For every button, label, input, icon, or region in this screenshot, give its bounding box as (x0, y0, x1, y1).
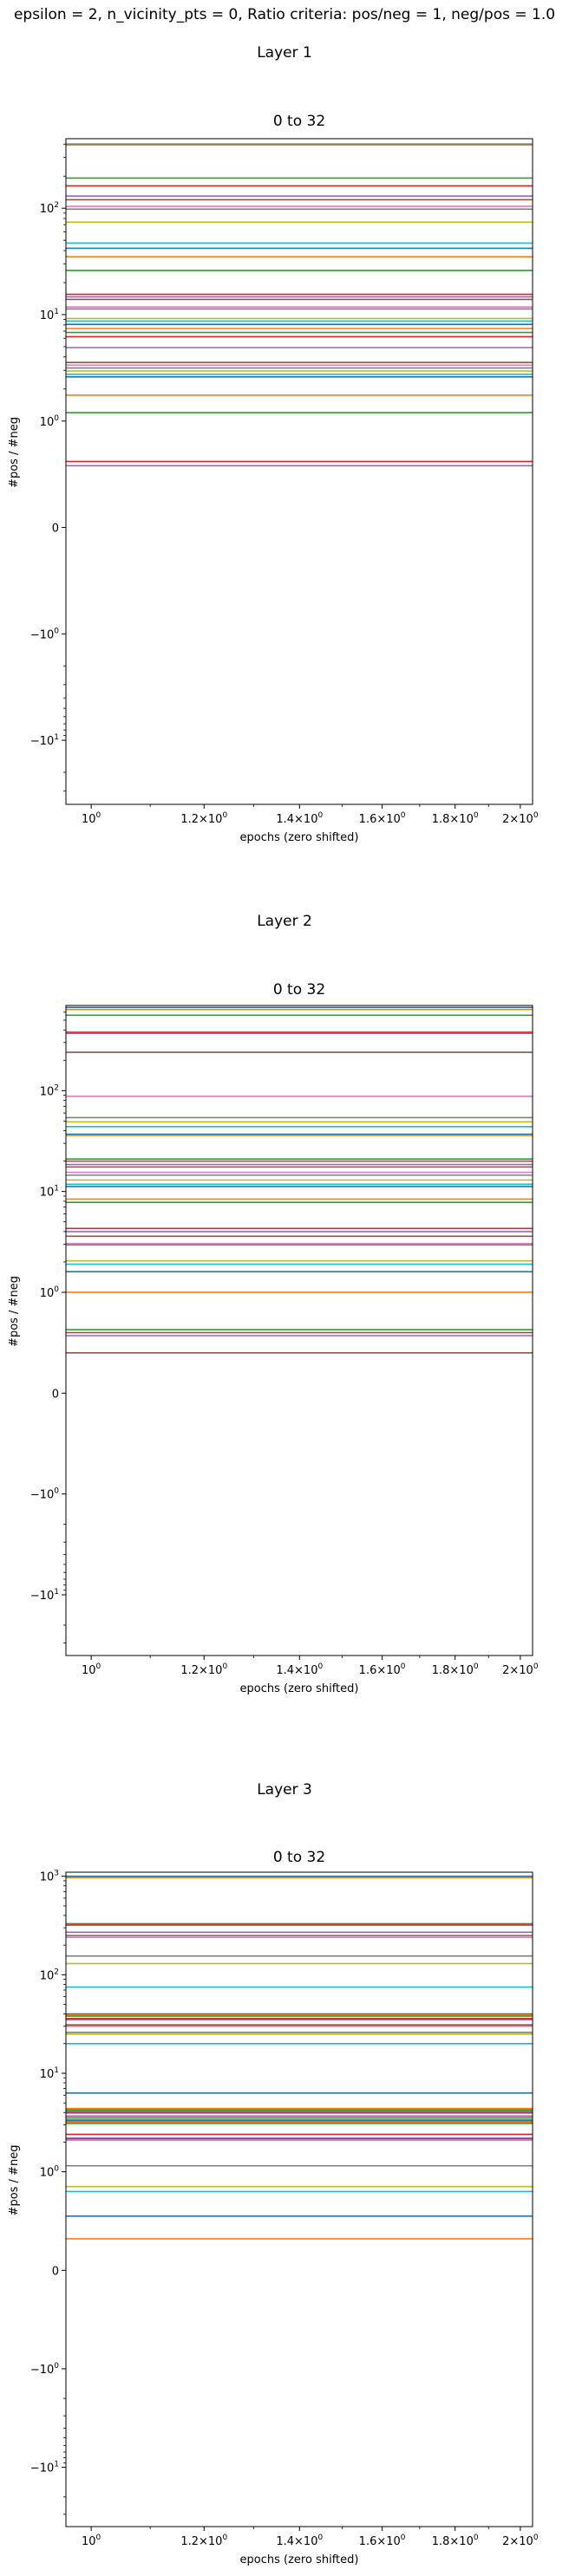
y-tick-label: 102 (40, 1968, 59, 1982)
x-tick-label: 100 (82, 1662, 101, 1677)
y-tick-label: 101 (40, 2066, 59, 2081)
y-tick-label: 0 (52, 1388, 59, 1401)
y-tick-label: 103 (40, 1870, 59, 1884)
x-tick-label: 1.8×100 (432, 2534, 479, 2548)
x-tick-label: 100 (82, 811, 101, 826)
figure-suptitle: epsilon = 2, n_vicinity_pts = 0, Ratio c… (14, 6, 555, 23)
x-tick-label: 1.8×100 (432, 1662, 479, 1677)
x-tick-label: 1.6×100 (359, 2534, 406, 2548)
series-lines (66, 1006, 533, 1354)
x-tick-label: 1.4×100 (276, 811, 323, 826)
y-tick-label: 101 (40, 1185, 59, 1200)
y-tick-label: 0 (52, 523, 59, 536)
x-axis-label: epochs (zero shifted) (240, 831, 359, 844)
layer-title: Layer 3 (257, 1781, 312, 1799)
x-tick-label: 1.2×100 (180, 811, 227, 826)
y-tick-label: −101 (30, 2461, 59, 2475)
y-tick-label: −100 (30, 1487, 59, 1502)
layer-title: Layer 2 (257, 913, 312, 930)
y-axis-label: #pos / #neg (8, 1276, 21, 1347)
x-tick-label: 1.2×100 (180, 2534, 227, 2548)
y-tick-label: 0 (52, 2265, 59, 2278)
axes-title: 0 to 32 (273, 113, 325, 130)
y-tick-label: 101 (40, 308, 59, 322)
series-lines (66, 1875, 533, 2240)
axes-title: 0 to 32 (273, 1849, 325, 1866)
x-tick-label: 1.2×100 (180, 1662, 227, 1677)
x-tick-label: 1.4×100 (276, 2534, 323, 2548)
chart-layer-1: Layer 1 0 to 32 100 1.2×100 1.4×100 1.6×100 1.… (8, 44, 539, 844)
x-axis-label: epochs (zero shifted) (240, 2553, 359, 2566)
x-tick-label: 2×100 (502, 811, 539, 826)
x-tick-label: 1.8×100 (432, 811, 479, 826)
x-tick-label: 100 (82, 2534, 101, 2548)
y-tick-label: −100 (30, 627, 59, 641)
y-tick-label: −101 (30, 1588, 59, 1603)
series-lines (66, 143, 533, 467)
y-axis-label: #pos / #neg (8, 417, 21, 488)
x-axis-label: epochs (zero shifted) (240, 1682, 359, 1695)
chart-layer-3: Layer 3 0 to 32 100 1.2×100 1.4×100 1.6×100 1.… (8, 1781, 539, 2566)
y-tick-label: 100 (40, 414, 60, 429)
x-tick-label: 1.6×100 (359, 811, 406, 826)
axes-title: 0 to 32 (273, 981, 325, 999)
x-tick-label: 1.4×100 (276, 1662, 323, 1677)
y-tick-label: 100 (40, 1285, 60, 1300)
y-tick-label: −100 (30, 2362, 59, 2377)
y-tick-label: 102 (40, 201, 59, 216)
y-tick-label: 102 (40, 1083, 59, 1098)
y-tick-label: 100 (40, 2165, 60, 2180)
x-tick-label: 2×100 (502, 1662, 539, 1677)
y-axis-label: #pos / #neg (8, 2145, 21, 2216)
y-tick-label: −101 (30, 733, 59, 748)
chart-layer-2: Layer 2 0 to 32 100 1.2×100 1.4×100 1.6×100 1.… (8, 913, 539, 1695)
charts-container: Layer 1 0 to 32 100 1.2×100 1.4×100 1.6×100 1.… (8, 44, 539, 2566)
x-tick-label: 1.6×100 (359, 1662, 406, 1677)
layer-title: Layer 1 (257, 44, 312, 62)
x-tick-label: 2×100 (502, 2534, 539, 2548)
